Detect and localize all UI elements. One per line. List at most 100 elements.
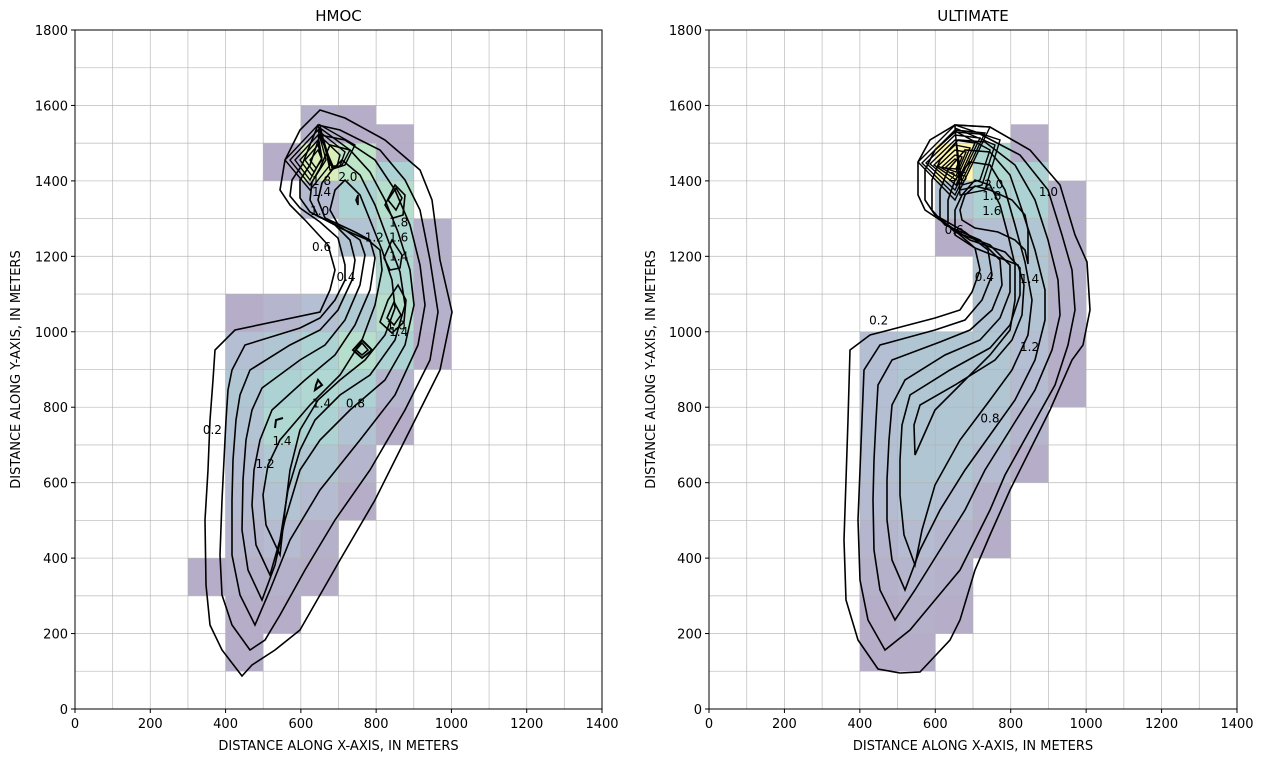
ultimate-cell — [1010, 180, 1049, 219]
hmoc-plot-frame — [74, 29, 603, 710]
hmoc-cell — [263, 595, 301, 634]
ultimate-contour-label: 1.4 — [1020, 272, 1039, 286]
hmoc-cell — [300, 520, 339, 559]
ultimate-contour-label: 2.0 — [984, 178, 1003, 192]
ultimate-ytick-label: 200 — [677, 628, 702, 643]
ultimate-contour-0.6 — [872, 139, 1061, 622]
hmoc-contour-label: 1.8 — [389, 215, 408, 229]
ultimate-cell — [897, 407, 936, 445]
hmoc-axes: 0 200 400 600 800 1000 1200 1400 0 200 400 600 800 10… — [35, 24, 619, 732]
hmoc-contour-1.6 — [354, 186, 403, 357]
hmoc-contour-label: 2.0 — [338, 170, 357, 184]
hmoc-contour-label: 1.8 — [312, 174, 331, 188]
ultimate-axes: 0 200 400 600 800 1000 1200 1400 0 200 400 600 800 10… — [669, 24, 1254, 732]
ultimate-cell — [935, 407, 973, 445]
hmoc-xtick-label: 200 — [138, 717, 163, 732]
ultimate-cell — [859, 520, 898, 559]
ultimate-contour-label: 0.8 — [980, 412, 999, 426]
hmoc-cell — [225, 595, 264, 634]
ultimate-contour-label: 1.8 — [982, 189, 1001, 203]
hmoc-contour-label: 0.8 — [346, 396, 365, 410]
ultimate-cell — [973, 369, 1011, 408]
hmoc-xtick-label: 0 — [71, 717, 79, 732]
hmoc-cell — [376, 180, 414, 219]
hmoc-cell — [376, 369, 414, 408]
ultimate-xtick-label: 1400 — [1220, 717, 1253, 732]
ultimate-cells — [859, 124, 1087, 672]
hmoc-cell — [225, 633, 264, 672]
hmoc-title: HMOC — [315, 7, 362, 25]
ultimate-contour-label: 0.2 — [869, 313, 888, 327]
hmoc-cell — [263, 558, 301, 596]
hmoc-xlabel: DISTANCE ALONG X-AXIS, IN METERS — [218, 739, 458, 754]
hmoc-cell — [225, 407, 264, 445]
ultimate-cell — [1010, 331, 1049, 370]
ultimate-xtick-label: 600 — [923, 717, 948, 732]
hmoc-contour-0.6 — [231, 134, 426, 627]
hmoc-ytick-label: 600 — [43, 477, 68, 492]
hmoc-cell — [413, 331, 452, 370]
ultimate-ytick-label: 0 — [694, 703, 702, 718]
ultimate-cell — [1010, 369, 1049, 408]
hmoc-ytick-label: 0 — [60, 703, 68, 718]
ultimate-title: ULTIMATE — [937, 7, 1009, 25]
hmoc-ytick-label: 1000 — [35, 326, 68, 341]
hmoc-xtick-label: 1200 — [510, 717, 543, 732]
ultimate-cell — [973, 143, 1011, 181]
ultimate-cell — [973, 520, 1011, 559]
ultimate-cell — [897, 558, 936, 596]
ultimate-xtick-label: 0 — [705, 717, 713, 732]
ultimate-ytick-label: 800 — [677, 401, 702, 416]
hmoc-contour-labels: 0.20.40.60.81.01.01.21.21.41.41.41.41.41… — [203, 170, 408, 471]
hmoc-cell — [413, 218, 452, 257]
ultimate-contour-0.8 — [886, 149, 1046, 593]
hmoc-cell — [413, 294, 452, 332]
hmoc-contour-label: 1.4 — [312, 396, 331, 410]
hmoc-cell — [300, 331, 339, 370]
ultimate-cell — [859, 444, 898, 483]
ultimate-contour-label: 1.6 — [982, 204, 1001, 218]
hmoc-xtick-label: 600 — [288, 717, 313, 732]
ultimate-ytick-label: 1600 — [669, 99, 702, 114]
hmoc-contour-label: 0.2 — [203, 423, 222, 437]
ultimate-cell — [859, 482, 898, 521]
hmoc-cell — [338, 444, 377, 483]
hmoc-chart: 0.20.40.60.81.01.01.21.21.41.41.41.41.41… — [9, 7, 619, 754]
hmoc-grid — [74, 29, 603, 710]
ultimate-contour-top — [917, 124, 1001, 202]
ultimate-ytick-label: 1200 — [669, 250, 702, 265]
hmoc-cell — [300, 482, 339, 521]
hmoc-contour-1.4a — [274, 338, 374, 429]
hmoc-contour-label: 1.2 — [365, 230, 384, 244]
ultimate-cell — [935, 482, 973, 521]
hmoc-cell — [300, 369, 339, 408]
hmoc-ytick-label: 1800 — [35, 24, 68, 39]
ultimate-contour-label: 0.6 — [945, 223, 964, 237]
ultimate-contour-label: 2.6 — [948, 170, 967, 184]
ultimate-ylabel: DISTANCE ALONG Y-AXIS, IN METERS — [644, 250, 659, 488]
hmoc-cell — [263, 294, 301, 332]
hmoc-contour-1.0 — [251, 158, 406, 578]
ultimate-cell — [1010, 218, 1049, 257]
ultimate-cell — [897, 633, 936, 672]
hmoc-contour-label: 1.0 — [387, 318, 406, 332]
ultimate-chart: 0.2 0.4 0.6 0.8 1.0 1.2 1.4 1.61.82.0 2.6 0 200 40… — [644, 7, 1254, 754]
hmoc-ytick-label: 800 — [43, 401, 68, 416]
hmoc-contour-label: 1.2 — [256, 457, 275, 471]
ultimate-cell — [1048, 218, 1087, 257]
ultimate-xtick-label: 1200 — [1145, 717, 1178, 732]
hmoc-contour-label: 0.4 — [336, 270, 355, 284]
hmoc-contour-top — [284, 123, 356, 192]
hmoc-cell — [338, 294, 377, 332]
hmoc-contours — [204, 109, 453, 678]
hmoc-ytick-label: 400 — [43, 552, 68, 567]
ultimate-ytick-label: 400 — [677, 552, 702, 567]
hmoc-contour-0.4 — [219, 124, 439, 652]
hmoc-contour-label: 0.6 — [312, 240, 331, 254]
hmoc-xtick-label: 800 — [364, 717, 389, 732]
ultimate-cell — [935, 595, 973, 634]
ultimate-xtick-label: 800 — [998, 717, 1023, 732]
ultimate-contour-1.4 — [959, 185, 1029, 265]
hmoc-contour-label: 1.6 — [389, 230, 408, 244]
